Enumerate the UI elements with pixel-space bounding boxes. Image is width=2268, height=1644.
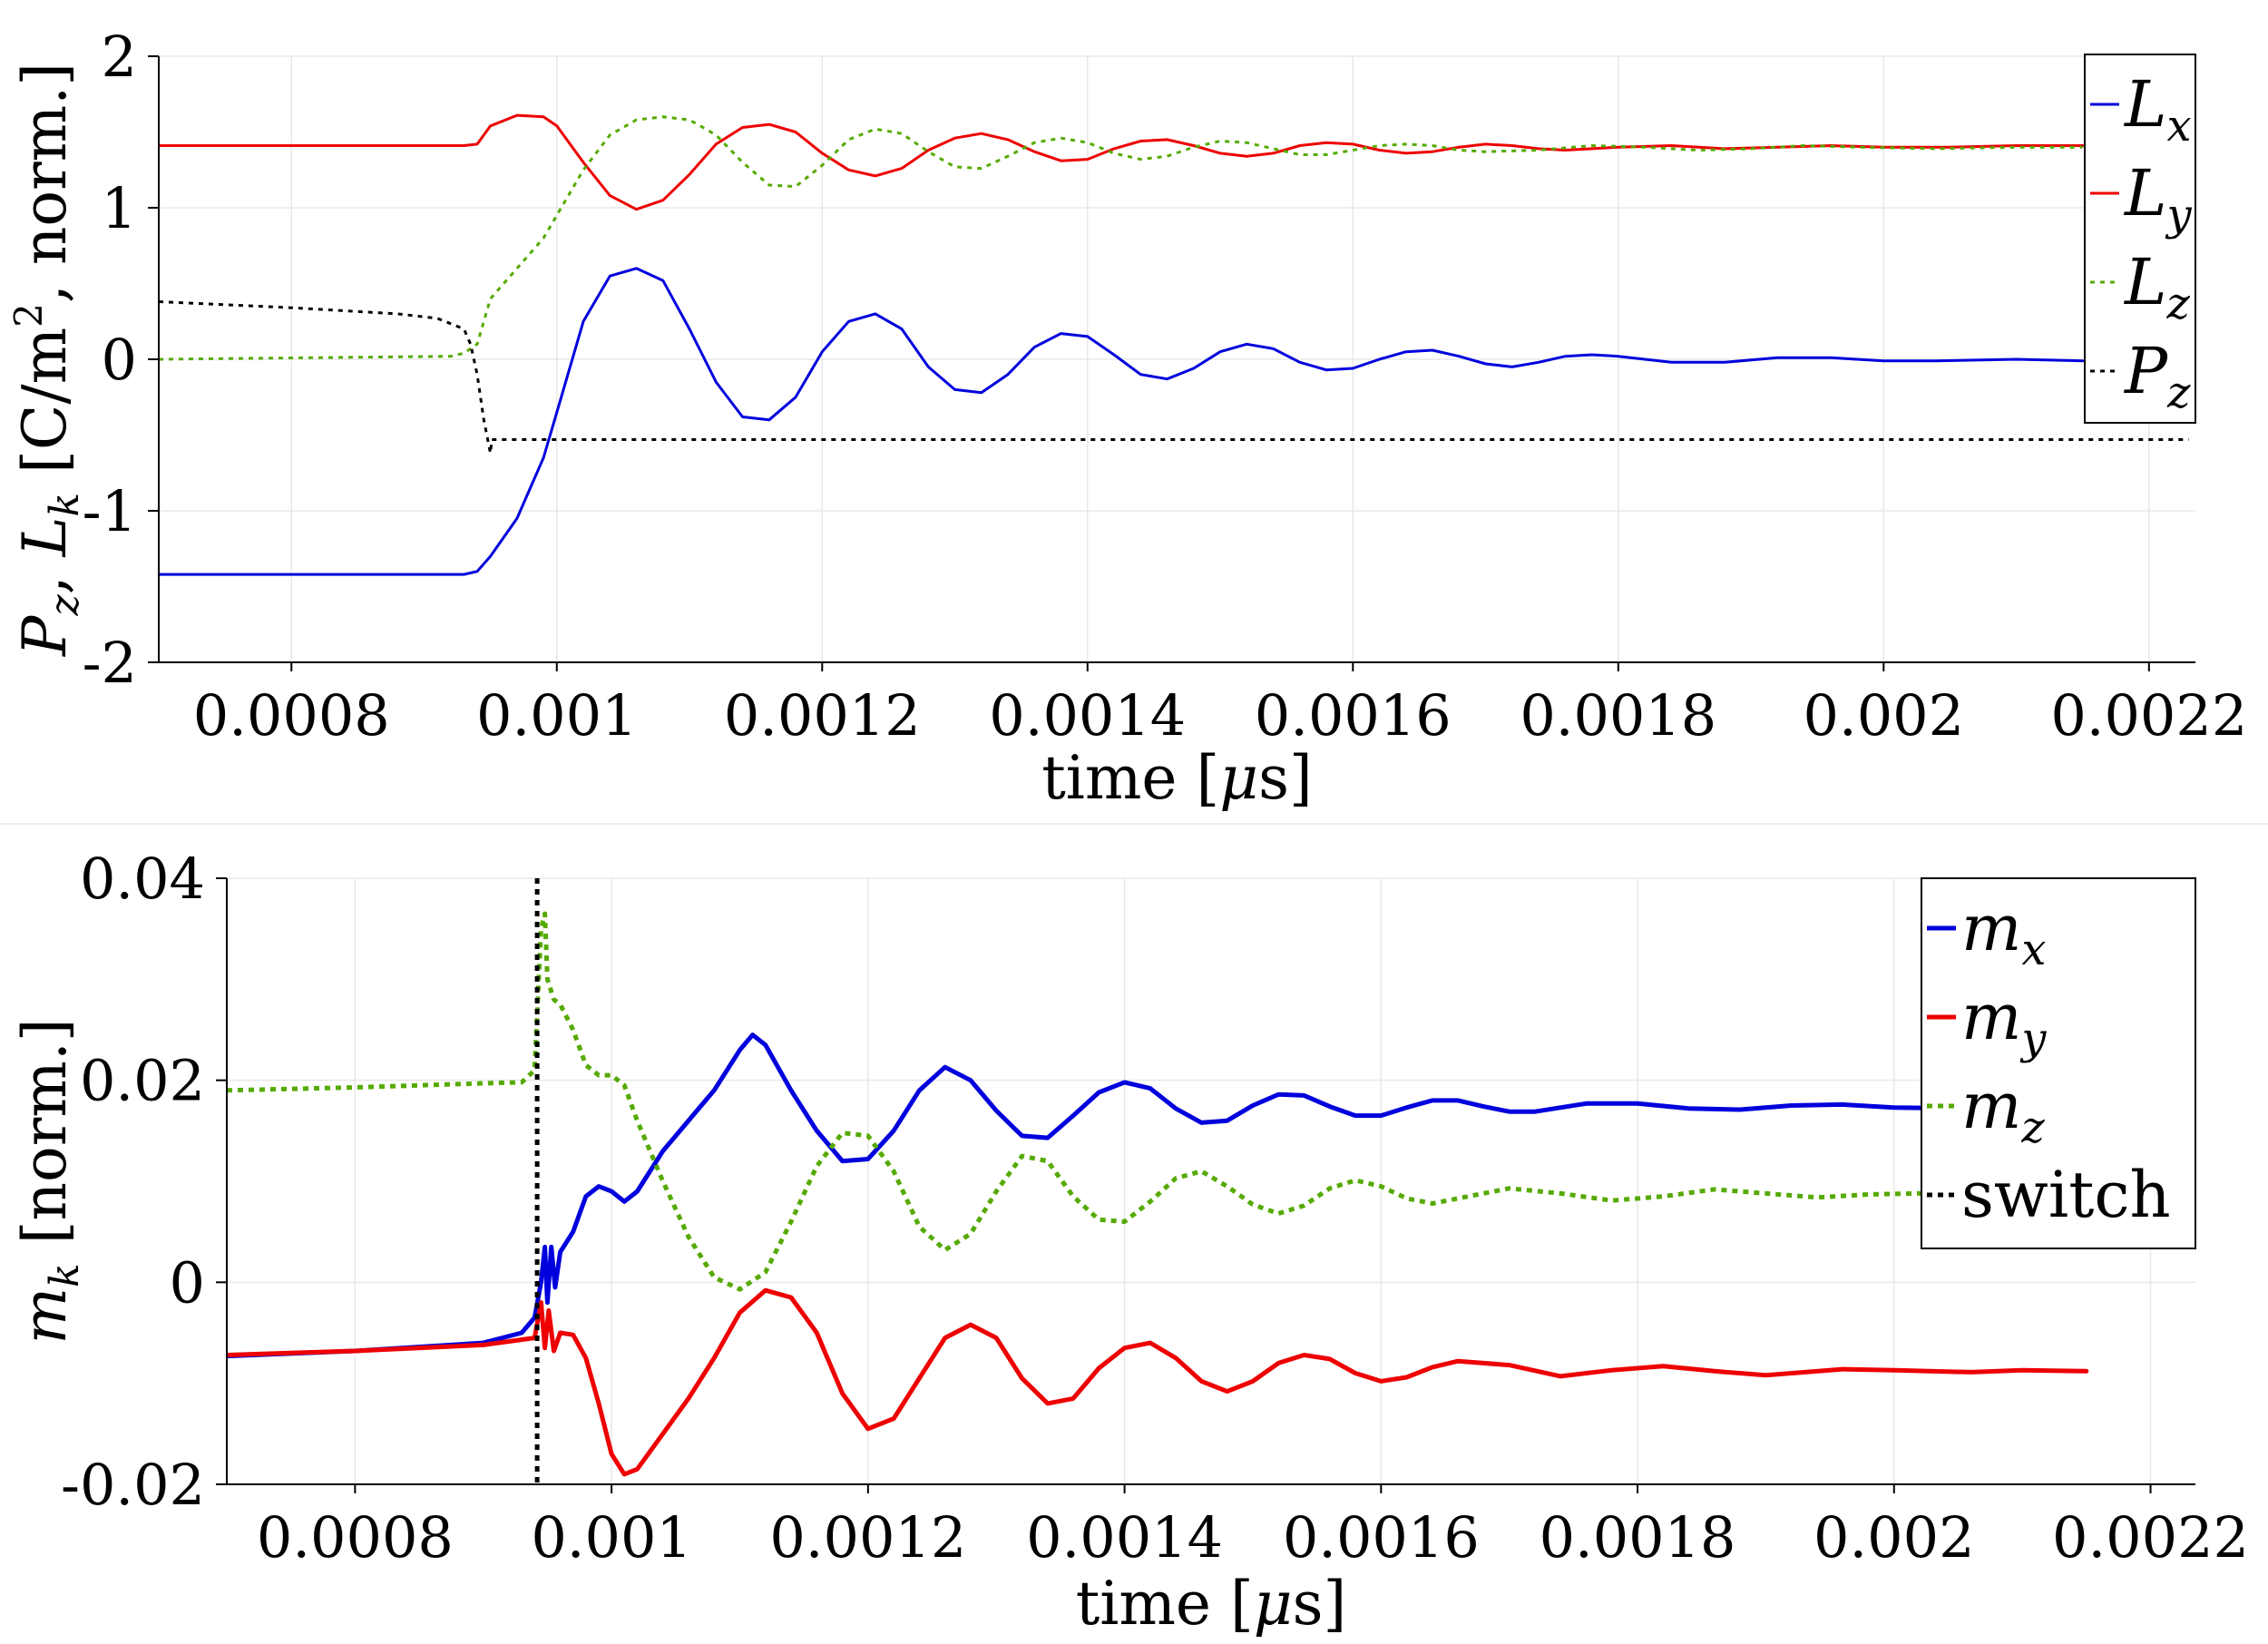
legend-label: switch [1961,1158,2171,1232]
y-tick-label: -0.02 [61,1452,205,1518]
x-tick-label: 0.0016 [1255,682,1452,749]
x-axis-title: time [μs] [1041,743,1313,813]
legend-label: Pz [2123,334,2191,418]
series-line-m-y [227,1287,2089,1477]
x-tick-label: 0.001 [476,682,638,749]
x-tick-label: 0.0012 [769,1504,966,1571]
legend-label: Lz [2123,245,2190,329]
legend-label: my [1961,980,2047,1064]
legend-frame [2084,54,2196,424]
series-line-l-y [159,113,2085,211]
series-line-m-z [227,911,2087,1292]
y-tick-label: 0 [170,1249,205,1316]
legend-label: mz [1961,1069,2045,1153]
series-line-l-x [159,267,2085,576]
x-tick-label: 0.0022 [2050,682,2247,749]
x-tick-label: 0.0018 [1520,682,1716,749]
x-tick-label: 0.002 [1813,1504,1975,1571]
x-tick-label: 0.0012 [724,682,921,749]
series-line-m-x [227,1032,2089,1359]
x-tick-label: 0.0014 [989,682,1186,749]
grid [227,877,2195,1485]
x-tick-label: 0.0016 [1283,1504,1480,1571]
legend-label: Lx [2123,67,2192,152]
y-tick-label: -2 [83,630,137,696]
y-axis-title: Pz, Lk [C/m2, norm.] [6,63,88,657]
series-line-p-z [159,300,2189,455]
x-tick-label: 0.0022 [2052,1504,2249,1571]
x-tick-label: 0.0008 [193,682,390,749]
legend-label: mx [1961,891,2046,975]
top-panel: 0.0008 0.001 0.0012 0.0014 0.0016 0.0018 0.002… [6,24,2247,813]
x-tick-label: 0.0014 [1026,1504,1223,1571]
series-line-l-z [159,115,2083,361]
y-tick-label: 2 [102,24,137,90]
y-tick-label: 0 [102,327,137,393]
series-group [159,113,2189,576]
legend-label: Ly [2123,156,2192,240]
y-tick-label: 0.02 [80,1048,205,1114]
y-tick-label: 1 [102,175,137,241]
x-tick-label: 0.0018 [1540,1504,1736,1571]
x-tick-label: 0.001 [531,1504,692,1571]
legend-frame [1921,877,2196,1249]
bottom-panel: 0.0008 0.001 0.0012 0.0014 0.0016 0.0018 0.002… [10,846,2249,1639]
y-axis-title: mk [norm.] [10,1018,88,1344]
x-tick-label: 0.0008 [257,1504,454,1571]
series-group [227,878,2089,1484]
x-tick-label: 0.002 [1804,682,1965,749]
y-tick-label: 0.04 [80,846,205,912]
x-axis-title: time [μs] [1076,1569,1347,1639]
y-tick-label: -1 [83,478,137,544]
